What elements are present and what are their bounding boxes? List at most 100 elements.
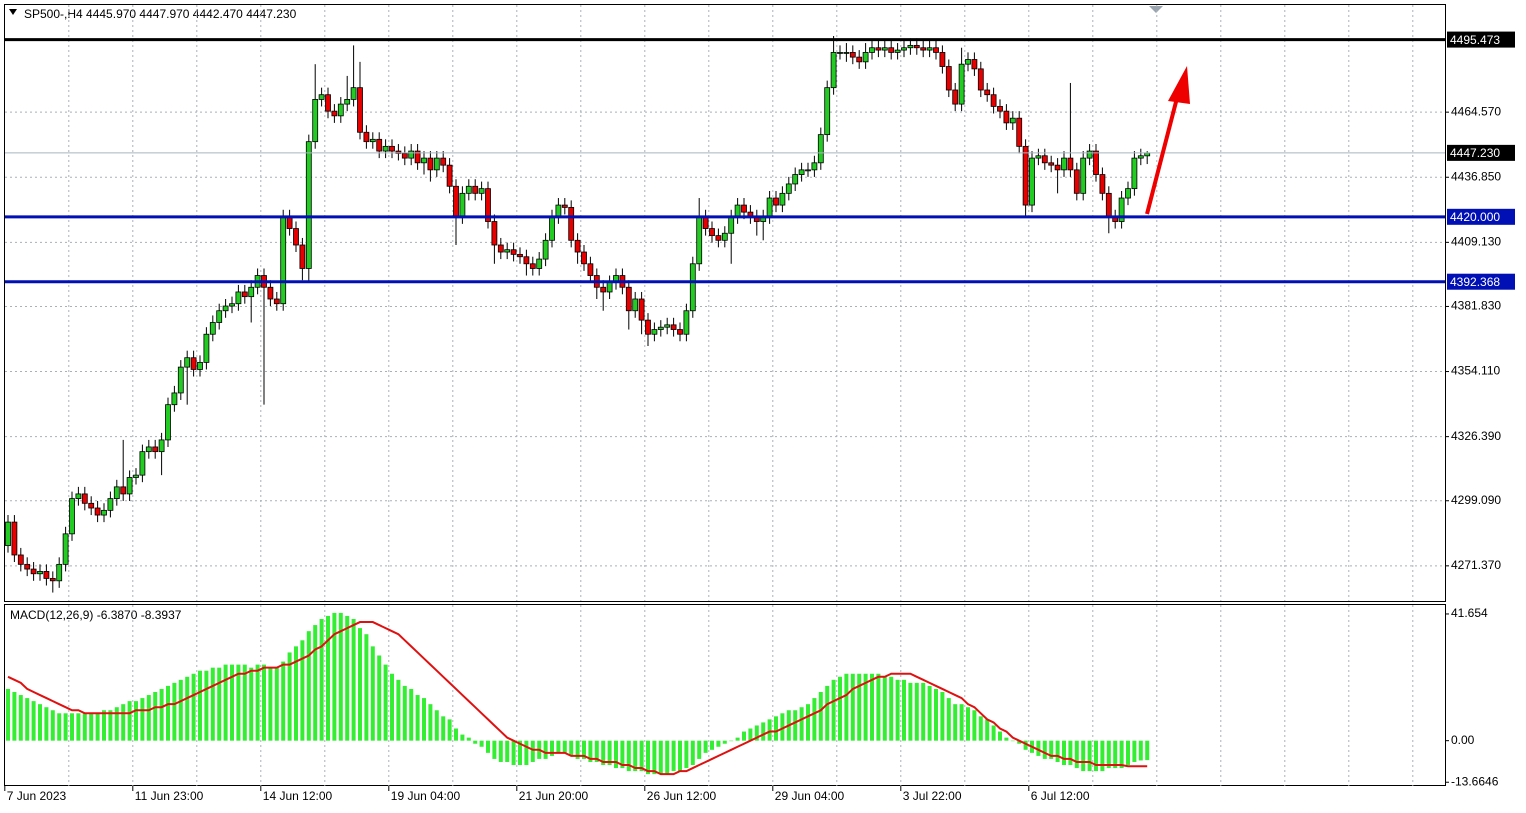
macd-bar <box>524 740 529 766</box>
y-tick-label: 4271.370 <box>1451 558 1501 572</box>
candle-body <box>581 251 587 265</box>
candle-body <box>421 157 427 164</box>
candle-body <box>1009 117 1016 124</box>
candle-body <box>369 138 376 143</box>
candle-body <box>139 451 146 476</box>
macd-bar <box>31 701 36 741</box>
candle-body <box>1067 157 1074 171</box>
macd-bar <box>1062 740 1066 766</box>
macd-bar <box>966 707 970 741</box>
x-tick-label: 26 Jun 12:00 <box>647 789 717 803</box>
candle-body <box>830 52 837 89</box>
candle-body <box>286 216 293 229</box>
macd-bar <box>793 710 798 741</box>
candle-body <box>11 521 18 556</box>
macd-bar <box>953 704 958 741</box>
macd-bar <box>882 676 887 741</box>
candle-body <box>555 204 562 218</box>
macd-bar <box>454 728 458 741</box>
candle-body <box>632 298 639 312</box>
macd-bar <box>223 664 228 741</box>
macd-bar <box>1087 740 1092 772</box>
macd-bar <box>108 710 113 741</box>
candle-body <box>363 131 370 143</box>
macd-bar <box>50 710 55 741</box>
macd-bar <box>82 713 87 741</box>
macd-bar <box>396 679 401 741</box>
candle-body <box>561 204 568 208</box>
macd-bar <box>338 612 343 741</box>
candle-body <box>203 333 210 363</box>
arrow-shaft <box>1145 97 1179 215</box>
candle-body <box>184 357 191 368</box>
macd-bar <box>76 713 81 741</box>
macd-bar <box>665 740 670 775</box>
macd-bar <box>159 688 164 741</box>
macd-bar <box>441 716 446 741</box>
candle-body <box>465 185 472 194</box>
macd-bar <box>818 692 823 741</box>
macd-bar <box>946 698 951 741</box>
y-tick-label: 4299.090 <box>1451 493 1501 507</box>
candle-body <box>1061 157 1067 171</box>
candle-body <box>542 239 549 260</box>
candle-body <box>837 52 843 54</box>
candle-body <box>145 446 152 453</box>
macd-bar <box>230 664 234 741</box>
candle-body <box>965 59 971 65</box>
macd-bar <box>57 713 62 741</box>
macd-bar <box>774 716 778 741</box>
macd-bar <box>863 673 868 741</box>
macd-bar <box>729 740 734 742</box>
candle-body <box>17 554 24 565</box>
x-tick-label: 7 Jun 2023 <box>7 789 67 803</box>
macd-bar <box>806 704 810 741</box>
level-label-box <box>1447 144 1515 161</box>
macd-bar <box>831 679 836 741</box>
macd-bar <box>1081 740 1086 772</box>
candle-body <box>798 169 805 175</box>
macd-bar <box>633 740 638 772</box>
macd-bar <box>121 704 126 741</box>
macd-bar <box>345 615 350 741</box>
candle-body <box>113 486 120 500</box>
candle-body <box>952 89 959 105</box>
candle-body <box>766 197 773 218</box>
menu-triangle[interactable] <box>9 9 17 15</box>
macd-bar <box>44 707 49 741</box>
candle-body <box>171 392 178 406</box>
candle-body <box>1125 188 1131 199</box>
y-tick-label: 0.00 <box>1451 733 1475 747</box>
macd-bar <box>63 713 68 741</box>
x-tick-label: 6 Jul 12:00 <box>1031 789 1090 803</box>
x-tick-label: 21 Jun 20:00 <box>519 789 589 803</box>
candle-body <box>1099 174 1106 194</box>
candle-body <box>945 66 952 91</box>
level-label-box <box>1447 273 1515 290</box>
candle-body <box>990 94 997 107</box>
macd-bar <box>543 740 548 759</box>
macd-bar <box>262 664 266 741</box>
candle-body <box>664 324 671 328</box>
candle-body <box>229 303 235 307</box>
candle-body <box>517 253 523 258</box>
y-tick-label: 4409.130 <box>1451 235 1501 249</box>
candle-body <box>997 106 1003 112</box>
macd-bar <box>492 740 497 759</box>
candle-body <box>657 326 664 330</box>
candle-body <box>485 188 491 222</box>
macd-bar <box>255 664 260 741</box>
candle-body <box>248 286 255 298</box>
candle-body <box>933 47 939 53</box>
candle-body <box>331 110 338 117</box>
candle-body <box>1080 157 1087 194</box>
macd-bar <box>370 646 375 741</box>
macd-bar <box>934 688 938 741</box>
macd-bar <box>1138 740 1143 761</box>
candle-body <box>1022 145 1029 206</box>
candle-body <box>728 216 735 234</box>
macd-bar <box>1132 740 1137 762</box>
candle-body <box>318 94 325 100</box>
macd-bar <box>530 740 535 762</box>
candle-body <box>81 493 88 504</box>
